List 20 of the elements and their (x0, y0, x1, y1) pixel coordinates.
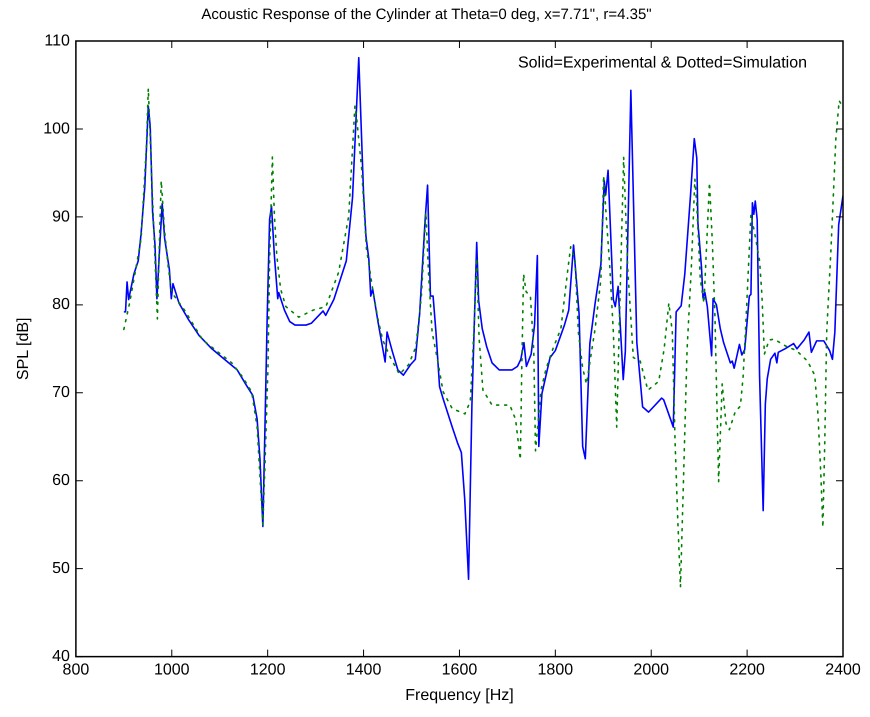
annotation: Solid=Experimental & Dotted=Simulation (518, 54, 807, 72)
chart-title: Acoustic Response of the Cylinder at Theta=0 deg, x=7.71", r=4.35" (201, 6, 652, 24)
x-tick-label: 800 (62, 662, 90, 679)
y-tick-label: 50 (52, 560, 70, 578)
y-tick-label: 60 (52, 472, 70, 490)
x-tick-label: 1200 (250, 662, 286, 679)
x-tick-label: 2400 (825, 662, 861, 679)
y-axis-title: SPL [dB] (15, 318, 32, 380)
x-tick-label: 1600 (442, 662, 478, 679)
y-tick-label: 100 (43, 120, 70, 138)
y-tick-label: 110 (44, 32, 70, 50)
y-tick-label: 90 (52, 208, 70, 226)
x-tick-label: 1400 (346, 662, 382, 679)
x-axis-title: Frequency [Hz] (405, 686, 514, 704)
x-tick-label: 1000 (154, 662, 190, 679)
x-tick-label: 1800 (538, 662, 574, 679)
x-tick-label: 2000 (633, 662, 670, 679)
x-tick-label: 2200 (729, 662, 766, 679)
y-tick-label: 70 (52, 384, 70, 402)
y-tick-label: 80 (52, 296, 70, 314)
